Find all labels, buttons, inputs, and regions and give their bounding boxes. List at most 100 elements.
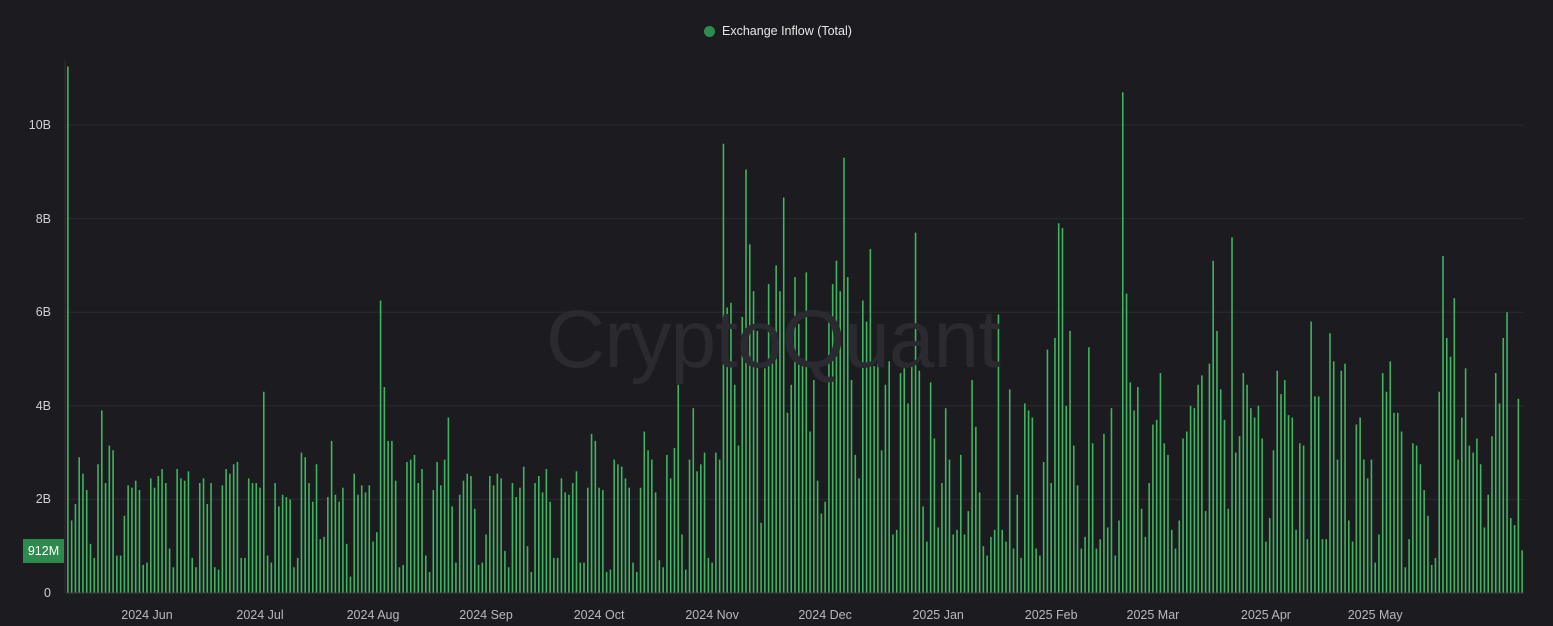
bar[interactable] xyxy=(839,291,841,593)
bar[interactable] xyxy=(1227,508,1230,593)
bar[interactable] xyxy=(767,284,770,593)
bar[interactable] xyxy=(654,492,657,593)
bar[interactable] xyxy=(1265,541,1267,593)
bar[interactable] xyxy=(202,478,205,593)
bar[interactable] xyxy=(1054,337,1056,593)
bar[interactable] xyxy=(805,272,808,593)
bar[interactable] xyxy=(285,497,288,593)
bar[interactable] xyxy=(568,494,570,593)
bar[interactable] xyxy=(1438,391,1441,593)
bar[interactable] xyxy=(360,485,363,593)
bar[interactable] xyxy=(315,464,318,593)
bar[interactable] xyxy=(1393,412,1395,593)
bar[interactable] xyxy=(436,461,438,593)
bar[interactable] xyxy=(244,557,246,593)
bar[interactable] xyxy=(127,485,129,593)
bar[interactable] xyxy=(745,169,747,593)
bar[interactable] xyxy=(1370,459,1373,593)
bar[interactable] xyxy=(801,359,804,593)
bar[interactable] xyxy=(1155,419,1158,593)
bar[interactable] xyxy=(504,550,506,593)
bar[interactable] xyxy=(549,501,551,593)
bar[interactable] xyxy=(123,515,126,593)
bar[interactable] xyxy=(986,555,988,593)
bar[interactable] xyxy=(507,567,510,593)
bar[interactable] xyxy=(1069,330,1071,593)
bar[interactable] xyxy=(843,157,845,593)
bar[interactable] xyxy=(749,244,751,593)
bar[interactable] xyxy=(1521,550,1523,593)
bar[interactable] xyxy=(97,464,99,593)
bar[interactable] xyxy=(270,562,273,593)
bar[interactable] xyxy=(1325,539,1327,593)
bar[interactable] xyxy=(613,459,615,593)
bar[interactable] xyxy=(990,536,992,593)
bar[interactable] xyxy=(1042,461,1045,593)
bar[interactable] xyxy=(858,478,860,593)
bar[interactable] xyxy=(1061,227,1064,593)
bar[interactable] xyxy=(342,487,344,593)
bar[interactable] xyxy=(1216,330,1218,593)
bar[interactable] xyxy=(790,384,793,593)
bar[interactable] xyxy=(1355,424,1358,593)
bar[interactable] xyxy=(1099,539,1101,593)
bar[interactable] xyxy=(737,445,740,593)
bar[interactable] xyxy=(1159,373,1162,593)
bar[interactable] xyxy=(892,534,894,594)
bar[interactable] xyxy=(496,473,499,593)
bar[interactable] xyxy=(526,546,529,593)
bar[interactable] xyxy=(922,506,924,593)
bar[interactable] xyxy=(421,468,423,593)
bar[interactable] xyxy=(101,410,103,593)
bar[interactable] xyxy=(149,478,152,593)
bar[interactable] xyxy=(1125,293,1128,593)
bar[interactable] xyxy=(289,499,291,593)
bar[interactable] xyxy=(308,483,310,593)
bar[interactable] xyxy=(1193,408,1196,593)
bar[interactable] xyxy=(1020,557,1022,593)
bar[interactable] xyxy=(1412,443,1414,593)
bar[interactable] xyxy=(1400,431,1403,593)
bar[interactable] xyxy=(1385,391,1388,593)
bar[interactable] xyxy=(278,506,280,593)
bar[interactable] xyxy=(1050,483,1052,593)
bar[interactable] xyxy=(715,452,717,593)
bar[interactable] xyxy=(617,464,619,593)
bar[interactable] xyxy=(1140,508,1143,593)
bar[interactable] xyxy=(707,557,710,593)
bar[interactable] xyxy=(266,555,269,593)
bar[interactable] xyxy=(217,569,220,593)
bar[interactable] xyxy=(632,562,634,593)
bar[interactable] xyxy=(820,513,823,593)
bar[interactable] xyxy=(157,476,160,593)
bar[interactable] xyxy=(688,459,691,593)
bar[interactable] xyxy=(409,459,412,593)
bar[interactable] xyxy=(666,454,668,593)
bar[interactable] xyxy=(1137,387,1139,593)
bar[interactable] xyxy=(635,571,638,593)
bar[interactable] xyxy=(74,504,77,593)
bar[interactable] xyxy=(1483,527,1486,593)
bar[interactable] xyxy=(1408,539,1410,593)
bar[interactable] xyxy=(628,487,631,593)
bar[interactable] xyxy=(402,564,404,593)
bar[interactable] xyxy=(70,520,73,593)
bar[interactable] xyxy=(865,321,868,593)
bar[interactable] xyxy=(300,452,303,593)
bar[interactable] xyxy=(93,557,96,593)
bar[interactable] xyxy=(911,366,913,593)
bar[interactable] xyxy=(1095,548,1098,593)
bar[interactable] xyxy=(1430,564,1433,593)
bar[interactable] xyxy=(379,300,382,594)
bar[interactable] xyxy=(255,483,258,593)
bar[interactable] xyxy=(477,564,480,593)
bar[interactable] xyxy=(647,450,649,593)
bar[interactable] xyxy=(696,471,698,593)
bar[interactable] xyxy=(828,316,830,593)
bar[interactable] xyxy=(183,480,186,593)
bar[interactable] xyxy=(489,476,491,593)
bar[interactable] xyxy=(530,571,533,593)
bar[interactable] xyxy=(556,557,559,593)
bar[interactable] xyxy=(1197,384,1199,593)
bar[interactable] xyxy=(730,302,732,593)
